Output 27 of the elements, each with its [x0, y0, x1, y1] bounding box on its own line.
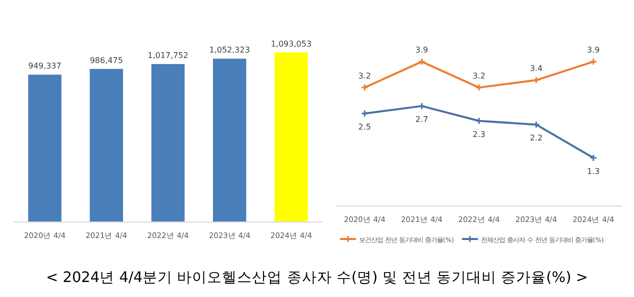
point	[418, 102, 426, 110]
data-label: 986,475	[90, 56, 123, 65]
text: < 2024년 4/4분기 바이오헬스산업 종사자 수(명) 및 전년 동기대비 증가율(%) >	[46, 270, 588, 286]
data-label: 3.9	[415, 46, 428, 55]
data-label: 3.2	[358, 72, 371, 81]
data-label: 1,052,323	[209, 46, 250, 55]
data-label: 1,017,752	[148, 51, 188, 60]
data-label: 2.3	[472, 130, 486, 139]
data-label: 3.4	[530, 64, 543, 74]
data-label: 1.3	[587, 166, 600, 176]
data-label: 949,337	[28, 62, 62, 71]
point	[475, 117, 483, 125]
bar	[274, 52, 308, 222]
data-label: 2.2	[530, 134, 543, 143]
data-label: 2.7	[415, 115, 428, 124]
data-label: 2.5	[358, 122, 371, 132]
bar	[90, 68, 124, 222]
data-label: 1,093,053	[270, 39, 312, 48]
bar	[151, 64, 185, 222]
data-label: 3.9	[587, 46, 600, 55]
bar	[212, 58, 246, 222]
point	[475, 84, 483, 92]
point	[418, 58, 426, 66]
point	[532, 120, 540, 128]
bar	[28, 74, 62, 222]
data-label: 3.2	[472, 72, 486, 81]
point	[532, 76, 540, 84]
